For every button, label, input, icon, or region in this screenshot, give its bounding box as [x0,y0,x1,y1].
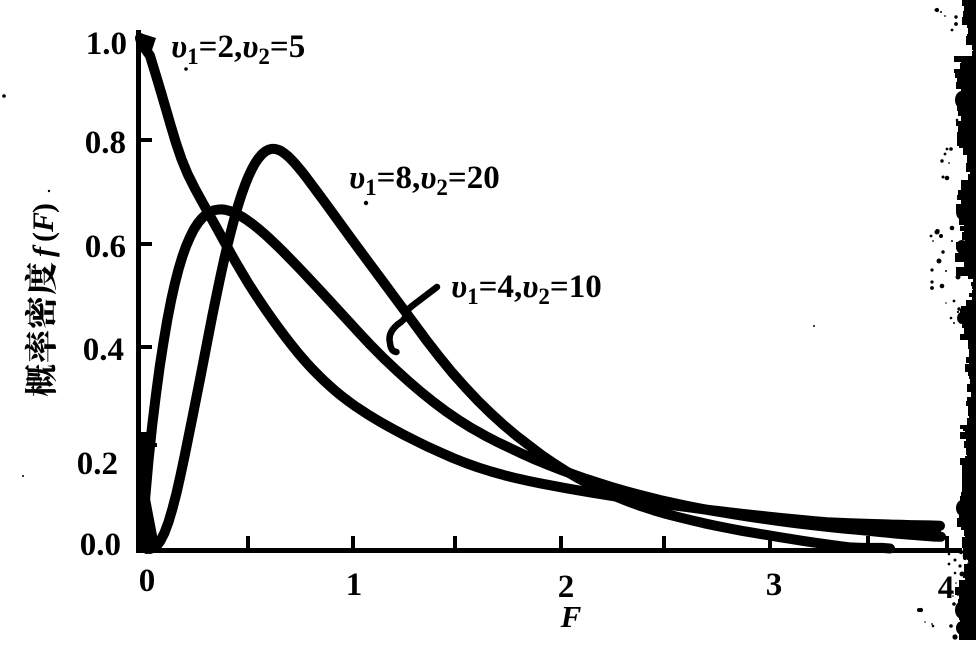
svg-text:υ1=4,υ2=10: υ1=4,υ2=10 [451,269,602,309]
svg-text:0: 0 [139,563,156,599]
svg-text:3: 3 [766,567,783,603]
svg-text:(: ( [27,232,60,242]
svg-text:υ1=2,υ2=5: υ1=2,υ2=5 [171,29,305,69]
svg-text:0.4: 0.4 [83,332,124,368]
svg-text:0.6: 0.6 [85,229,126,265]
svg-text:): ) [27,203,60,213]
svg-text:f: f [27,244,60,257]
svg-text:υ1=8,υ2=20: υ1=8,υ2=20 [349,160,500,200]
svg-text:F: F [27,212,60,233]
svg-text:4: 4 [938,570,955,606]
svg-text:0.8: 0.8 [85,125,126,161]
svg-text:1: 1 [346,567,363,603]
svg-text:1.0: 1.0 [86,26,127,62]
svg-text:0.0: 0.0 [80,527,121,563]
svg-text:2: 2 [558,569,575,605]
svg-text:F: F [560,599,582,634]
svg-text:0.2: 0.2 [77,446,118,482]
